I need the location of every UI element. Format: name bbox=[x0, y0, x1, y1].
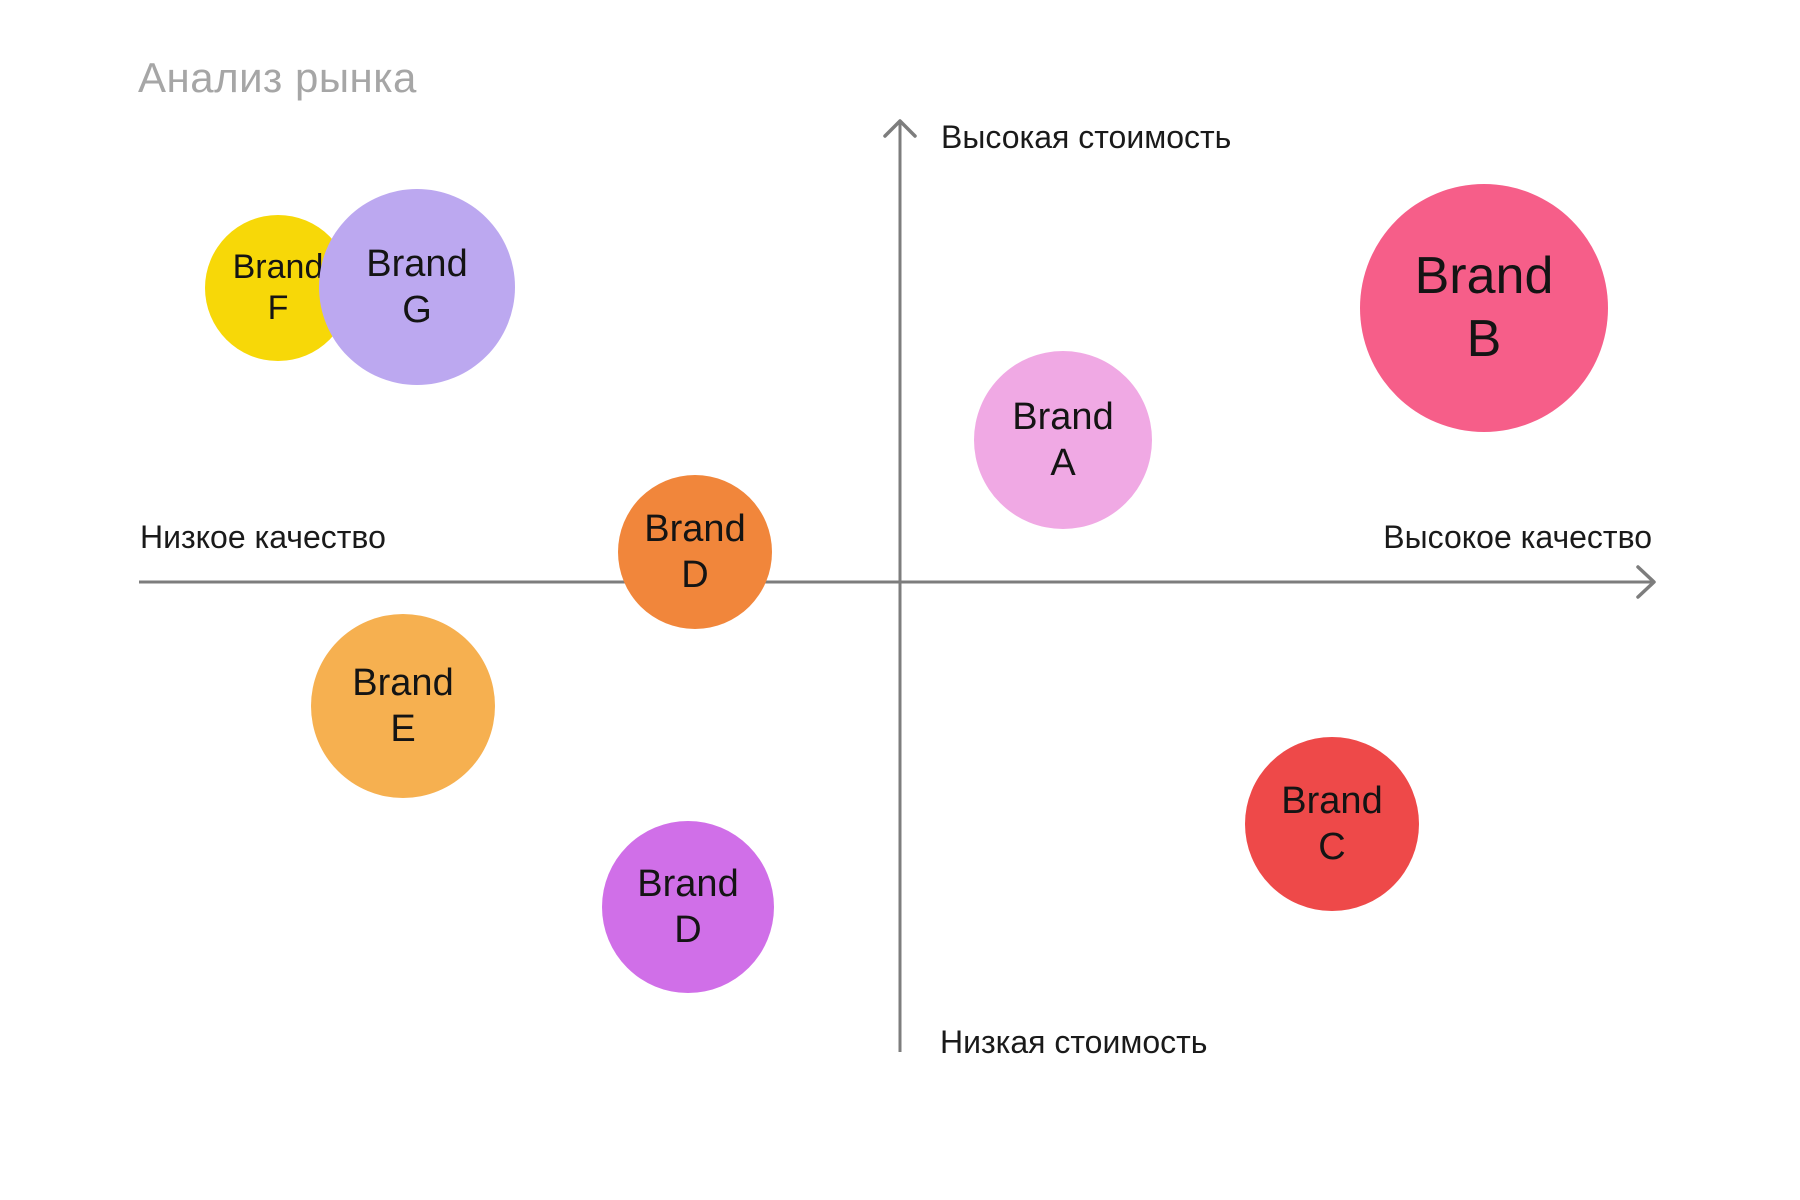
bubble-brand-c[interactable]: Brand C bbox=[1245, 737, 1419, 911]
bubble-label-line1: Brand bbox=[352, 661, 454, 704]
bubble-label-line1: Brand bbox=[1414, 246, 1554, 305]
bubble-brand-g[interactable]: Brand G bbox=[319, 189, 515, 385]
bubble-label-line2: G bbox=[402, 289, 432, 331]
bubble-label-line1: Brand bbox=[232, 247, 324, 286]
bubble-label-line1: Brand bbox=[1012, 395, 1114, 438]
bubble-label-line2: F bbox=[267, 289, 289, 327]
bubble-label-line2: A bbox=[1050, 442, 1076, 484]
bubble-brand-d-2[interactable]: Brand D bbox=[602, 821, 774, 993]
bubble-label-line1: Brand bbox=[1281, 779, 1383, 822]
bubble-label-line1: Brand bbox=[366, 242, 468, 285]
bubble-brand-b[interactable]: Brand B bbox=[1360, 184, 1608, 432]
bubble-label-line2: C bbox=[1318, 826, 1346, 868]
bubble-label-line2: E bbox=[390, 708, 416, 750]
bubble-label-line1: Brand bbox=[644, 507, 746, 550]
x-axis-arrowhead-icon bbox=[1636, 565, 1656, 599]
x-axis-label-high-quality: Высокое качество bbox=[1383, 519, 1652, 555]
bubble-brand-d[interactable]: Brand D bbox=[618, 475, 772, 629]
bubble-brand-e[interactable]: Brand E bbox=[311, 614, 495, 798]
y-axis-label-low-cost: Низкая стоимость bbox=[940, 1024, 1208, 1060]
page-title: Анализ рынка bbox=[138, 54, 417, 101]
bubble-brand-a[interactable]: Brand A bbox=[974, 351, 1152, 529]
x-axis-label-low-quality: Низкое качество bbox=[140, 519, 386, 555]
bubble-label-line2: B bbox=[1466, 310, 1502, 368]
bubble-label-line2: D bbox=[681, 554, 709, 596]
y-axis-arrowhead-icon bbox=[883, 119, 917, 138]
bubble-label-line2: D bbox=[674, 909, 702, 951]
y-axis-label-high-cost: Высокая стоимость bbox=[941, 119, 1232, 155]
bubble-label-line1: Brand bbox=[637, 862, 739, 905]
